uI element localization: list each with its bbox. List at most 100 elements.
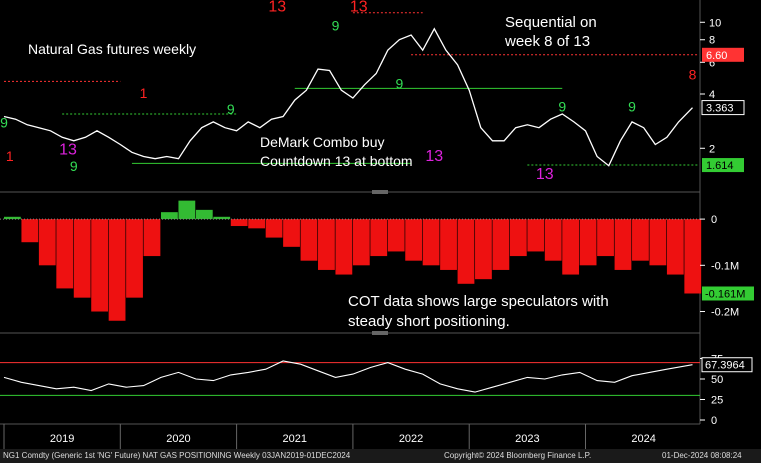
demark-count-label: 9: [70, 158, 78, 174]
cot-bar: [73, 219, 91, 298]
cot-bar: [213, 216, 231, 220]
sequential-annotation-line1: Sequential on: [505, 14, 597, 31]
rsi-value-badge: [701, 357, 753, 373]
combo-annotation-line2: Countdown 13 at bottom: [260, 153, 413, 169]
demark-count-label: 13: [536, 166, 554, 183]
sequential-annotation-line2: week 8 of 13: [504, 33, 590, 50]
cot-bar: [579, 219, 597, 266]
cot-bar: [370, 219, 388, 257]
cot-bar: [649, 219, 667, 266]
demark-count-label: 1: [6, 148, 14, 164]
cot-bar: [56, 219, 74, 289]
cot-bar: [684, 219, 702, 294]
footer-copyright: Copyright© 2024 Bloomberg Finance L.P.: [444, 451, 592, 460]
demark-count-label: 13: [350, 0, 368, 15]
demark-count-label: 9: [628, 98, 636, 114]
cot-value-badge: [702, 286, 754, 301]
y-price-badge: [702, 158, 744, 173]
cot-annotation-line1: COT data shows large speculators with: [348, 293, 609, 310]
panel-splitter-handle[interactable]: [372, 331, 388, 335]
cot-bar: [405, 219, 423, 261]
y-tick-label: 10: [709, 17, 721, 29]
y-price-badge-label: 3.363: [706, 103, 734, 115]
y-price-badge-label: 6.60: [706, 50, 727, 62]
rsi-value-badge-label: 67.3964: [705, 360, 745, 372]
footer-timestamp: 01-Dec-2024 08:08:24: [662, 451, 742, 460]
y-tick-label: 2: [709, 143, 715, 155]
demark-count-label: 13: [59, 141, 77, 158]
demark-count-label: 9: [227, 101, 235, 117]
cot-bar: [126, 219, 143, 298]
cot-bar: [143, 219, 161, 257]
demark-count-label: 13: [268, 0, 286, 15]
y-tick-label: 0: [711, 415, 717, 427]
cot-bar: [666, 219, 684, 275]
cot-bar: [265, 219, 283, 238]
y-tick-label: 4: [709, 89, 715, 101]
cot-bar: [527, 219, 545, 252]
y-tick-label: 0: [711, 214, 717, 226]
cot-bar: [352, 219, 370, 266]
demark-count-label: 9: [396, 75, 404, 91]
y-tick-label: 8: [709, 35, 715, 47]
cot-bar: [318, 219, 335, 270]
x-tick-label: 2022: [399, 433, 423, 445]
demark-count-label: 9: [558, 98, 566, 114]
cot-bar: [161, 212, 178, 220]
x-tick-label: 2023: [515, 433, 539, 445]
y-tick-label: -0.2M: [711, 307, 739, 319]
y-price-badge-label: 1.614: [706, 160, 734, 172]
annotations: Natural Gas futures weekly Sequential on…: [28, 14, 609, 330]
cot-panel: 0 -0.1M -0.2M -0.161M: [0, 200, 754, 321]
cot-value-badge-label: -0.161M: [705, 288, 745, 300]
cot-bar: [562, 219, 580, 275]
y-tick-label: 6: [709, 57, 715, 69]
x-tick-label: 2020: [166, 433, 190, 445]
cot-bar: [422, 219, 440, 266]
cot-bar: [597, 219, 614, 257]
y-tick-label: 50: [711, 374, 723, 386]
cot-bar: [509, 219, 527, 257]
cot-bar: [387, 219, 405, 252]
rsi-panel: 755025067.3964: [0, 354, 753, 427]
cot-bar: [178, 200, 196, 220]
cot-bar: [632, 219, 649, 261]
price-series-line: [3, 27, 693, 167]
cot-bar: [108, 219, 126, 321]
y-price-badge: [701, 100, 745, 116]
cot-bar: [440, 219, 457, 270]
cot-bar: [195, 209, 213, 220]
cot-bar: [91, 219, 109, 312]
cot-annotation-line2: steady short positioning.: [348, 313, 510, 330]
demark-count-label: 13: [425, 148, 443, 165]
combo-annotation-line1: DeMark Combo buy: [260, 134, 385, 150]
cot-bar: [492, 219, 510, 270]
demark-count-label: 9: [0, 115, 8, 131]
y-tick-label: -0.1M: [711, 260, 739, 272]
y-price-badge: [702, 47, 744, 62]
panel-splitter-handle[interactable]: [372, 190, 388, 194]
demark-count-label: 9: [332, 18, 340, 34]
cot-bar: [475, 219, 492, 280]
demark-count-label: 1: [140, 85, 148, 101]
x-axis: 2019 2020 2021 2022 2023 2024: [3, 424, 656, 449]
panel-dividers: [0, 0, 701, 425]
footer-bar: NG1 Comdty (Generic 1st 'NG' Future) NAT…: [0, 449, 761, 463]
cot-bar: [248, 219, 266, 229]
cot-bar: [230, 219, 248, 227]
x-tick-label: 2024: [631, 433, 655, 445]
demark-count-label: 8: [689, 67, 697, 83]
cot-bar: [283, 219, 300, 247]
chart-title-annotation: Natural Gas futures weekly: [28, 41, 196, 57]
rsi-series-line: [3, 360, 693, 393]
x-tick-label: 2019: [50, 433, 74, 445]
x-tick-label: 2021: [283, 433, 307, 445]
footer-security: NG1 Comdty (Generic 1st 'NG' Future) NAT…: [3, 451, 351, 460]
cot-bar: [614, 219, 632, 270]
cot-bar: [4, 216, 21, 220]
cot-bar: [335, 219, 353, 275]
cot-bar: [457, 219, 475, 284]
y-tick-label: 25: [711, 395, 723, 407]
